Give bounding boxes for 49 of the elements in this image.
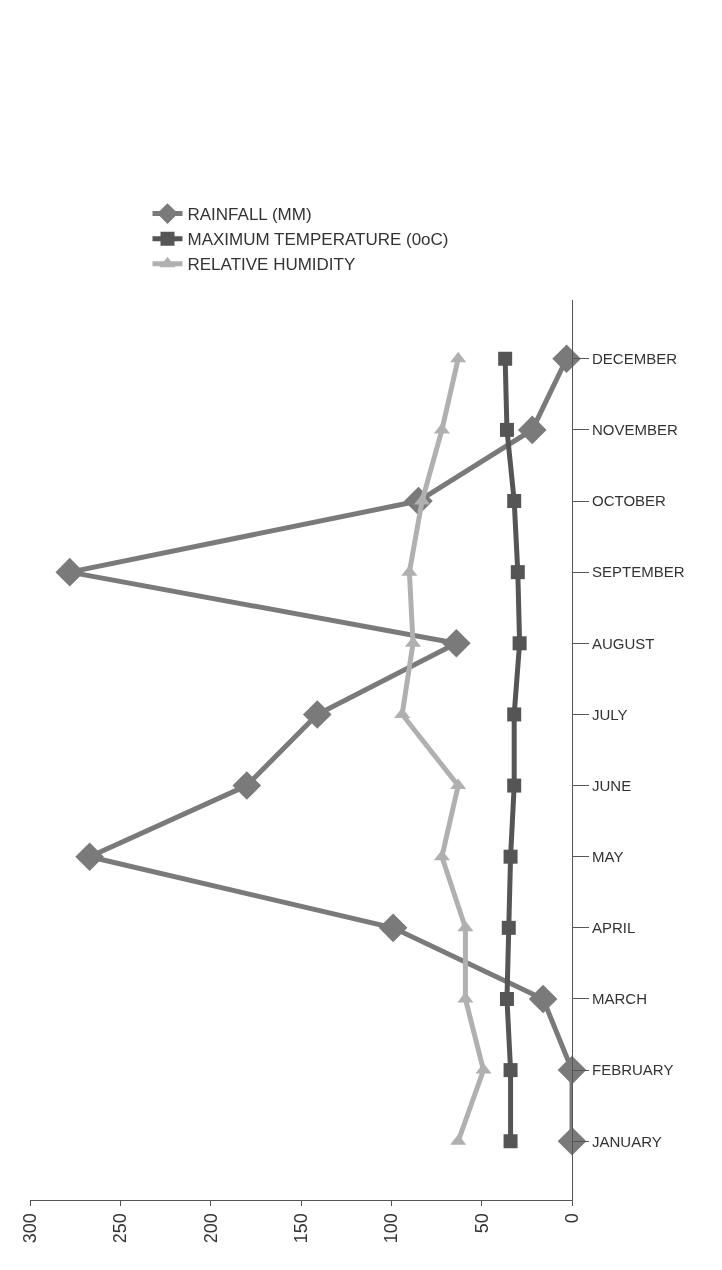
y-tick-label: OCTOBER — [592, 492, 667, 510]
legend-label: RAINFALL (MM) — [187, 205, 312, 225]
y-tick-label: FEBRUARY — [592, 1061, 674, 1079]
y-tick-label: MAY — [592, 847, 624, 865]
y-tick-label: JUNE — [592, 776, 632, 794]
point — [457, 920, 474, 932]
y-tick-label: AUGUST — [592, 634, 655, 652]
point — [232, 771, 262, 800]
point — [501, 920, 516, 935]
y-tick-label: APRIL — [592, 919, 636, 937]
y-tick-label: NOVEMBER — [592, 421, 679, 439]
point — [557, 1126, 587, 1156]
x-tick-label: 150 — [290, 1213, 311, 1244]
y-tick-label: JANUARY — [592, 1132, 662, 1150]
x-tick-label: 50 — [471, 1213, 492, 1234]
y-tick-label: SEPTEMBER — [592, 563, 685, 581]
point — [503, 1134, 518, 1149]
point — [450, 778, 467, 790]
point — [528, 984, 558, 1014]
point — [302, 700, 332, 729]
point — [442, 629, 471, 658]
point — [507, 778, 522, 793]
point — [498, 351, 513, 366]
point — [507, 494, 522, 509]
point — [433, 422, 450, 434]
point — [499, 991, 514, 1006]
point — [552, 344, 581, 374]
point — [75, 842, 104, 871]
x-tick-label: 300 — [19, 1213, 40, 1244]
x-tick-label: 250 — [110, 1213, 131, 1244]
point — [503, 1063, 518, 1078]
point — [517, 415, 547, 445]
point — [510, 565, 525, 580]
x-tick-label: 200 — [200, 1213, 221, 1244]
point — [507, 707, 522, 722]
y-tick-label: DECEMBER — [592, 350, 678, 367]
point — [450, 351, 467, 363]
y-tick-label: JULY — [592, 705, 628, 723]
legend-label: MAXIMUM TEMPERATURE (0oC) — [187, 230, 449, 250]
point — [512, 636, 527, 651]
legend-label: RELATIVE HUMIDITY — [187, 255, 356, 275]
point — [378, 913, 408, 943]
x-tick-label: 0 — [561, 1213, 582, 1224]
point — [55, 557, 85, 587]
point — [499, 422, 514, 437]
point — [503, 849, 518, 864]
point — [433, 849, 450, 861]
x-tick-label: 100 — [381, 1213, 402, 1244]
y-tick-label: MARCH — [592, 990, 647, 1008]
